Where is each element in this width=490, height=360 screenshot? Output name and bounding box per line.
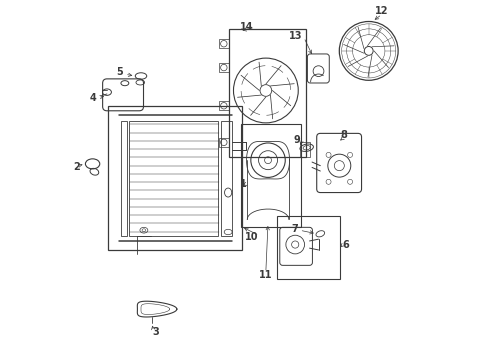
Text: 13: 13 — [289, 31, 302, 41]
Text: 1: 1 — [240, 179, 246, 189]
Bar — [242, 125, 300, 226]
Text: 3: 3 — [152, 327, 159, 337]
Text: 5: 5 — [116, 67, 123, 77]
Bar — [219, 101, 229, 111]
Bar — [129, 121, 219, 235]
Text: 4: 4 — [90, 93, 96, 103]
Text: 7: 7 — [292, 225, 298, 234]
Bar — [229, 30, 306, 157]
Text: 10: 10 — [245, 232, 259, 242]
Text: 14: 14 — [240, 22, 254, 32]
Bar — [219, 138, 229, 147]
Text: 9: 9 — [294, 135, 300, 145]
Bar — [277, 216, 340, 279]
Text: 6: 6 — [342, 239, 349, 249]
Text: 2: 2 — [74, 162, 80, 172]
Text: 8: 8 — [340, 130, 347, 140]
Bar — [121, 121, 127, 235]
Bar — [108, 107, 243, 250]
Text: 11: 11 — [259, 270, 272, 280]
Bar — [219, 63, 229, 72]
Bar — [221, 121, 232, 235]
Text: 12: 12 — [375, 6, 389, 17]
Bar — [299, 142, 310, 157]
Bar — [219, 39, 229, 48]
